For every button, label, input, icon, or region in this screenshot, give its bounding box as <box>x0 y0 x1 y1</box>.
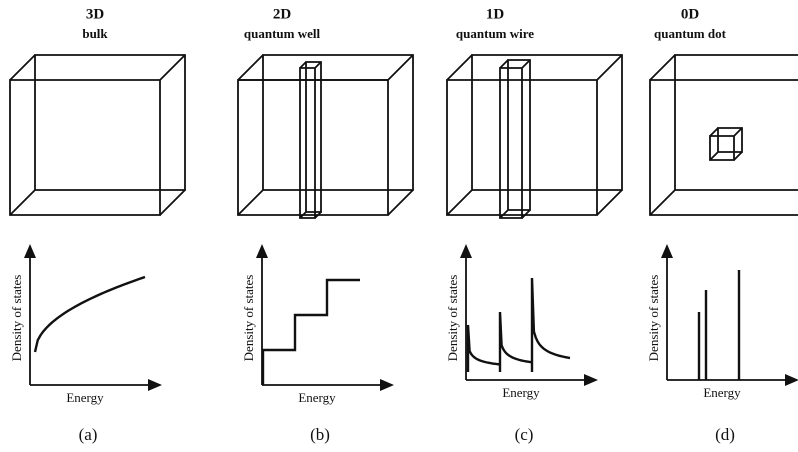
dimension-label: 0D <box>681 6 700 22</box>
axes <box>667 250 792 380</box>
axes <box>30 250 155 385</box>
dimension-label: 1D <box>486 6 505 22</box>
quantum-wire <box>500 60 530 218</box>
dos-2d <box>263 280 360 385</box>
structure-box <box>650 55 798 215</box>
quantum-well-slab <box>300 62 321 218</box>
dimension-label: 2D <box>273 6 292 22</box>
structure-name: bulk <box>82 26 108 41</box>
axes <box>466 250 591 380</box>
arrowhead <box>24 244 162 391</box>
caption: (c) <box>515 425 534 444</box>
structure-name: quantum wire <box>456 26 534 41</box>
caption: (a) <box>79 425 98 444</box>
structure-box <box>10 55 185 215</box>
figure: 3D bulk Density of states Energy (a) 2D quantu… <box>0 0 798 452</box>
dimension-label: 3D <box>86 6 105 22</box>
arrowhead <box>460 244 598 386</box>
x-axis-label: Energy <box>502 385 540 400</box>
structure-name: quantum well <box>244 26 321 41</box>
structure-name: quantum dot <box>654 26 727 41</box>
x-axis-label: Energy <box>298 390 336 405</box>
dos-1d <box>468 278 570 372</box>
caption: (d) <box>715 425 735 444</box>
x-axis-label: Energy <box>703 385 741 400</box>
axes <box>262 250 387 385</box>
caption: (b) <box>310 425 330 444</box>
dos-3d <box>35 277 145 352</box>
quantum-dot <box>710 128 742 160</box>
x-axis-label: Energy <box>66 390 104 405</box>
arrowhead <box>661 244 798 386</box>
y-axis-label: Density of states <box>9 275 24 362</box>
dos-0d <box>699 270 739 380</box>
structure-box <box>238 55 413 215</box>
y-axis-label: Density of states <box>241 275 256 362</box>
structure-box <box>447 55 622 215</box>
y-axis-label: Density of states <box>445 275 460 362</box>
y-axis-label: Density of states <box>646 275 661 362</box>
arrowhead <box>256 244 394 391</box>
